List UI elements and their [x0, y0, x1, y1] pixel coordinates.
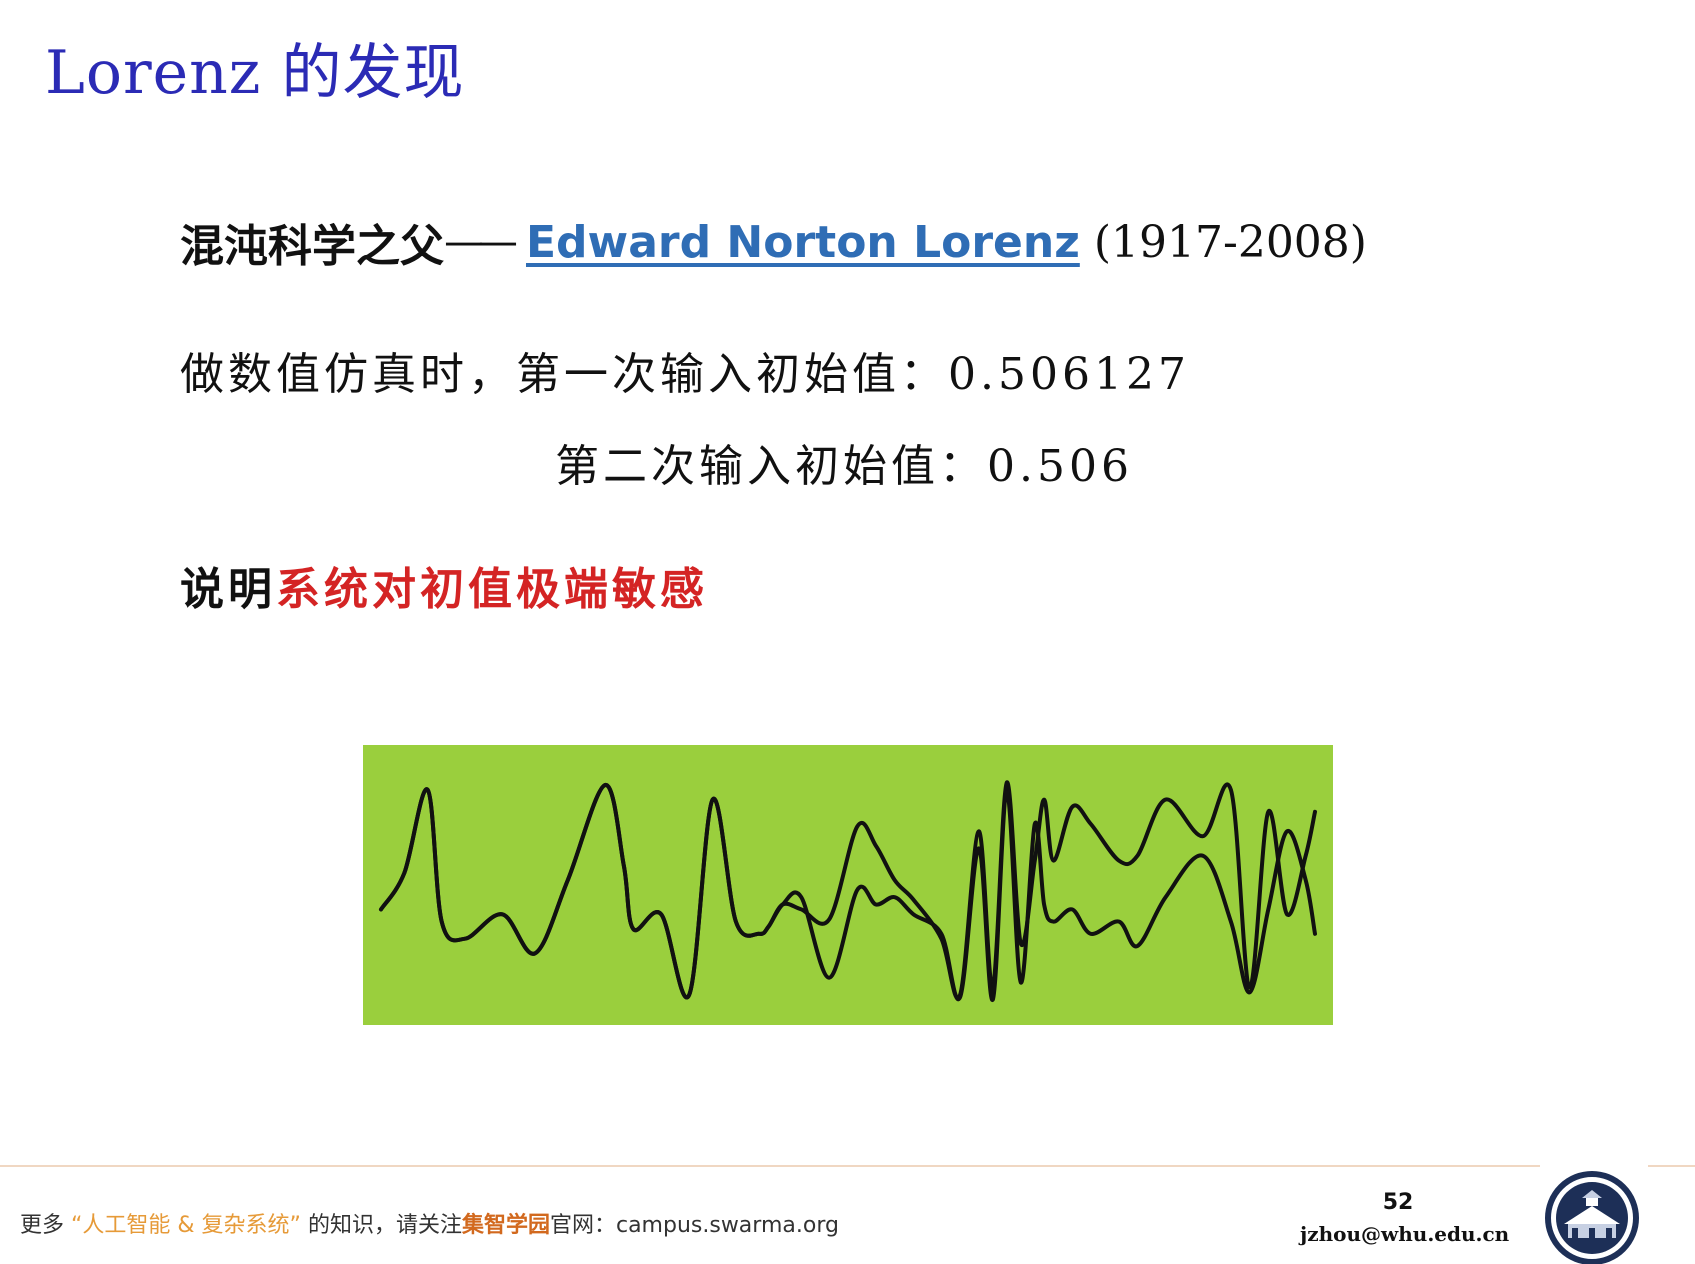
page-number: 52 [1382, 1190, 1414, 1215]
footer-topic: “人工智能 & 复杂系统” [71, 1213, 301, 1238]
conclusion-line: 说明系统对初值极端敏感 [180, 553, 708, 617]
footer-divider [0, 1165, 1540, 1167]
series-line-1 [379, 780, 1317, 1001]
slide-title: Lorenz 的发现 [45, 38, 465, 108]
lorenz-name-link[interactable]: Edward Norton Lorenz [526, 216, 1080, 268]
second-input-line: 第二次输入初始值：0.506 [555, 441, 1133, 492]
author-email: jzhou@whu.edu.cn [1300, 1222, 1510, 1246]
university-seal-logo [1545, 1171, 1639, 1264]
father-of-chaos-line: 混沌科学之父 —— Edward Norton Lorenz (1917-200… [180, 212, 1367, 273]
lifespan-years: (1917-2008) [1093, 216, 1367, 268]
footer-suffix: 官网：campus.swarma.org [549, 1213, 839, 1238]
footer-divider-right [1648, 1165, 1695, 1167]
footer-text: 更多 “人工智能 & 复杂系统” 的知识，请关注集智学园官网：campus.sw… [20, 1207, 839, 1239]
footer-middle: 的知识，请关注 [307, 1213, 462, 1238]
conclusion-lead: 说明 [180, 564, 276, 615]
conclusion-highlight: 系统对初值极端敏感 [276, 564, 708, 615]
divergence-chart-svg [379, 780, 1317, 1002]
footer-brand: 集智学园 [461, 1213, 550, 1238]
series-line-2 [379, 783, 1317, 1002]
divergence-chart [363, 745, 1333, 1025]
footer-prefix: 更多 [20, 1213, 65, 1238]
em-dash: —— [444, 219, 518, 265]
father-of-chaos-label: 混沌科学之父 [180, 221, 444, 272]
first-input-line: 做数值仿真时，第一次输入初始值：0.506127 [180, 349, 1190, 400]
